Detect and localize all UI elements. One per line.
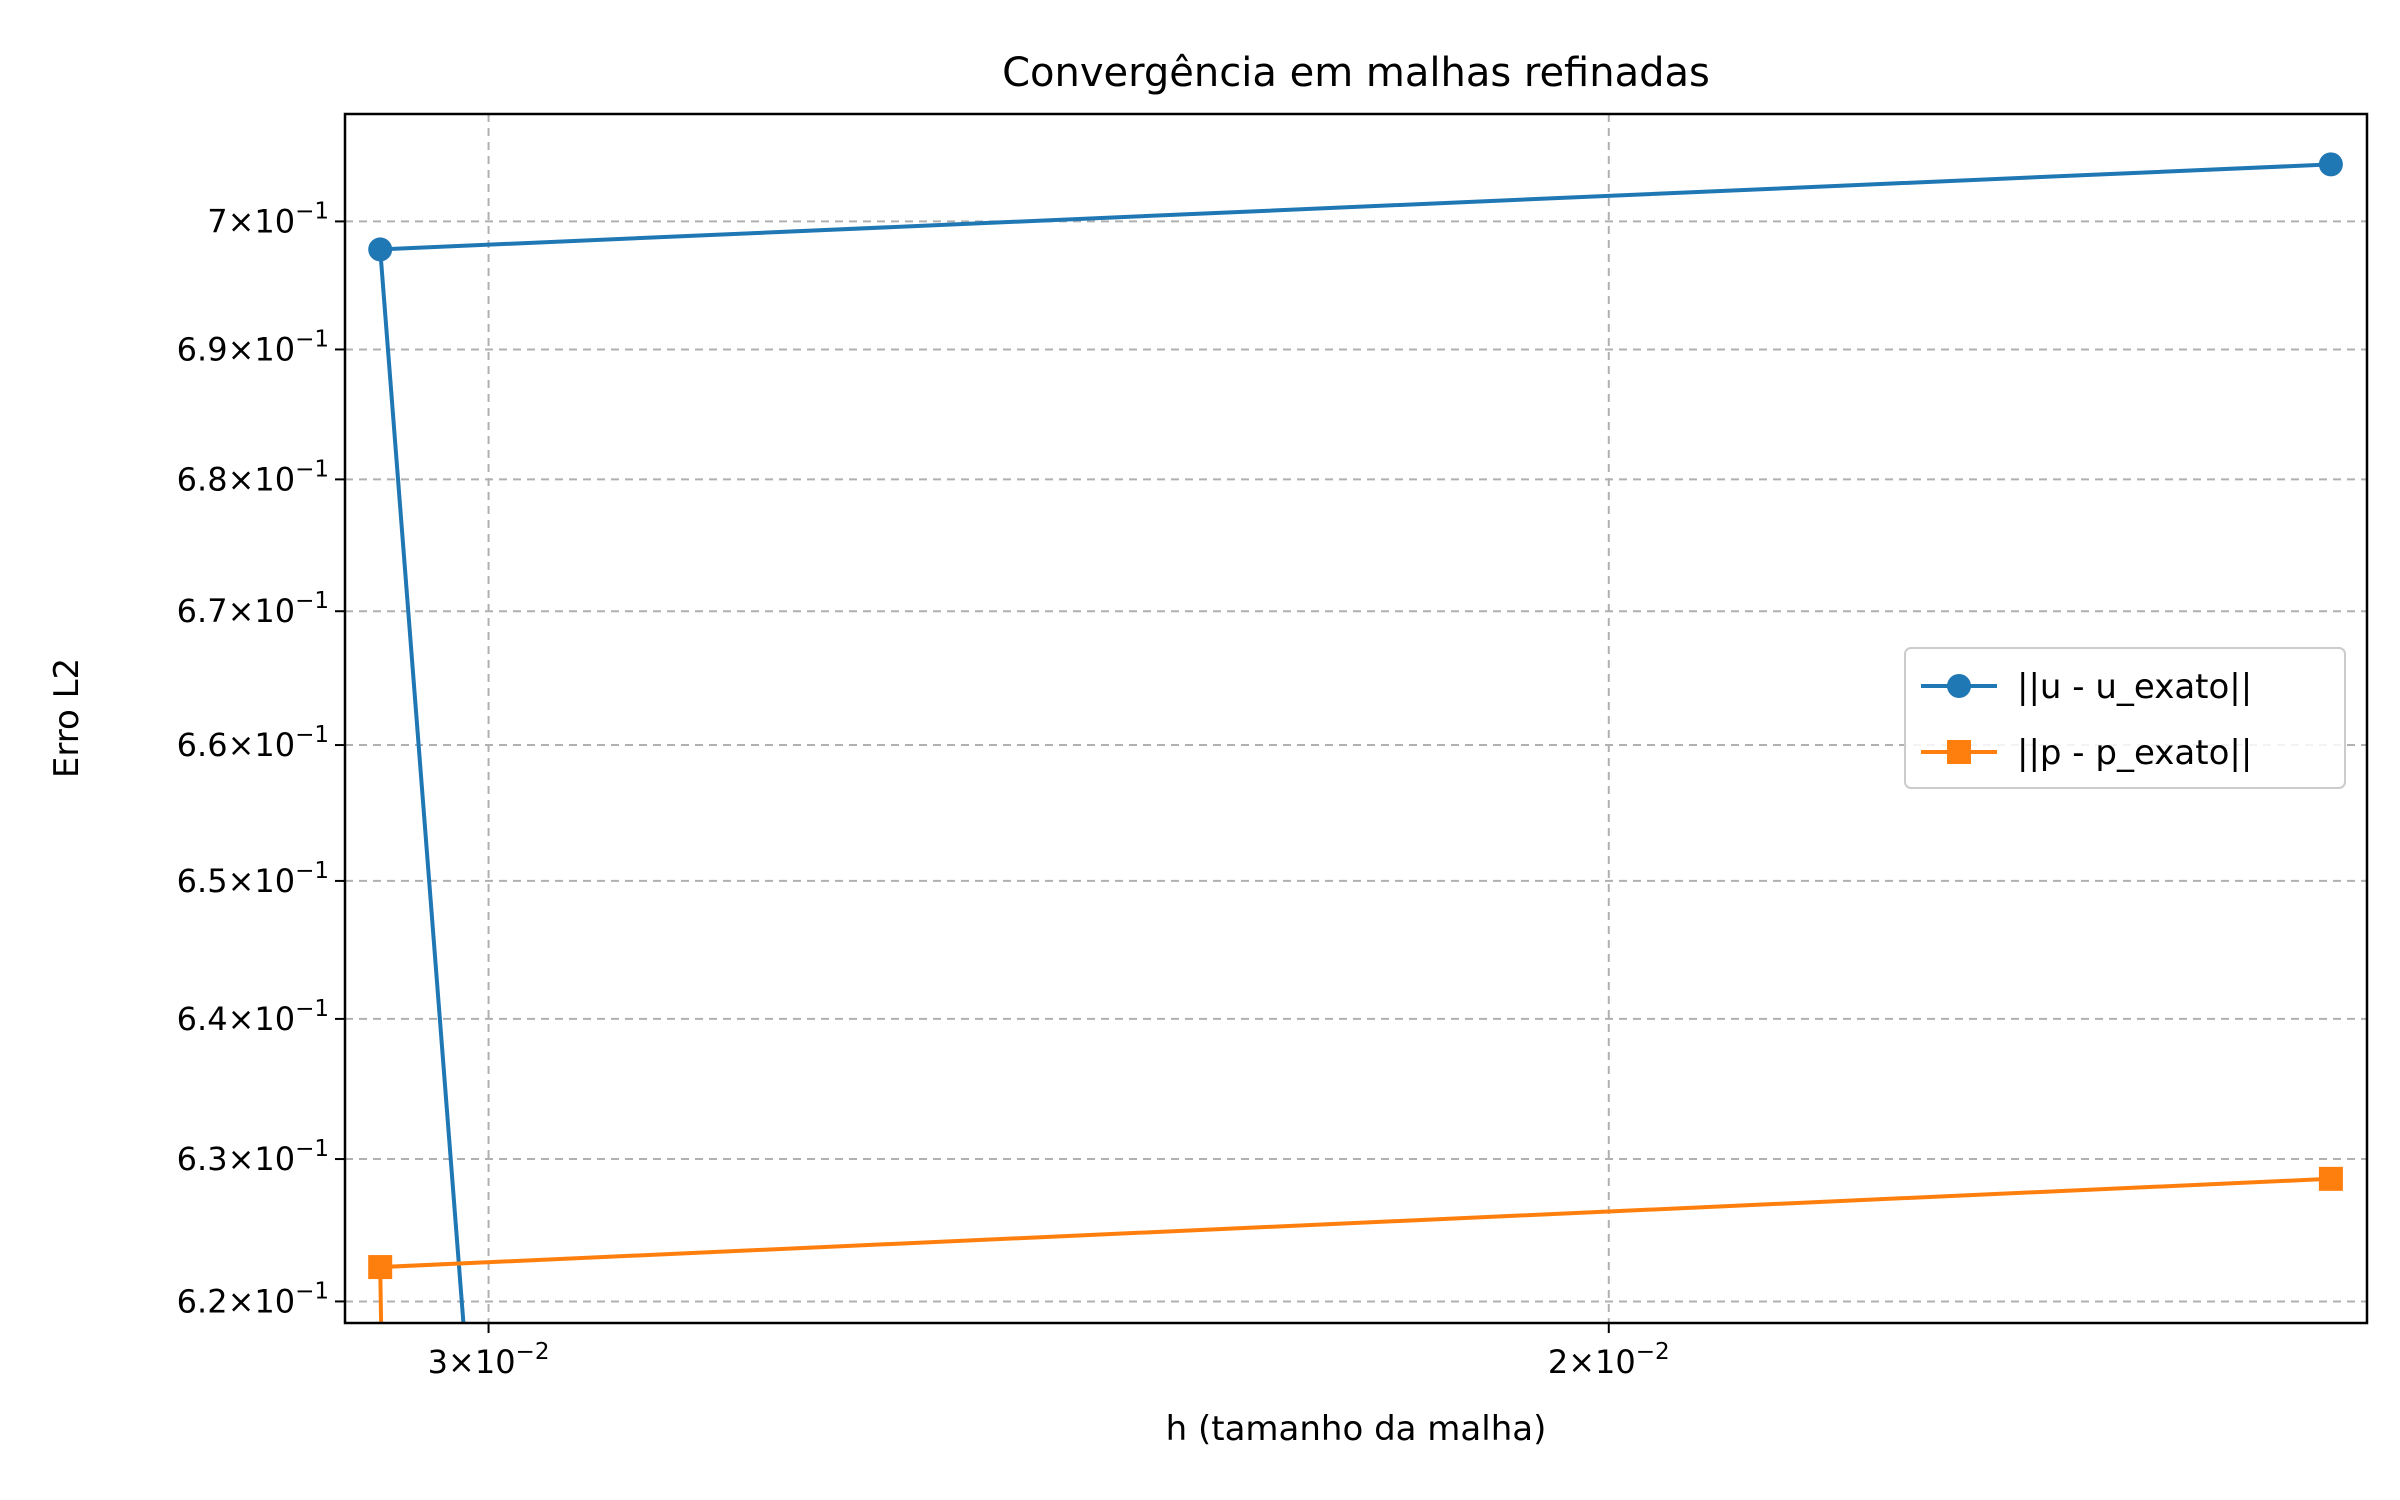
x-tick-label-base: 2×10 — [1548, 1343, 1636, 1381]
y-tick-label-base: 7×10 — [207, 202, 295, 240]
y-tick-label-exponent: −1 — [295, 1278, 329, 1304]
y-tick-label-base: 6.8×10 — [177, 460, 295, 498]
y-tick-label-exponent: −1 — [295, 588, 329, 614]
y-tick-label-base: 6.3×10 — [177, 1140, 295, 1178]
data-point-marker — [2318, 1166, 2343, 1191]
x-tick-label-exponent: −2 — [1636, 1339, 1670, 1365]
x-axis: 3×10−2 2×10−2 — [428, 1323, 1670, 1381]
y-tick-label-exponent: −1 — [295, 1136, 329, 1162]
y-axis: 7×10−16.9×10−16.8×10−16.7×10−16.6×10−16.… — [177, 198, 345, 1320]
y-tick-label-exponent: −1 — [295, 996, 329, 1022]
y-tick-label: 6.5×10−1 — [177, 858, 329, 900]
y-tick-label-exponent: −1 — [295, 722, 329, 748]
y-axis-label: Erro L2 — [47, 658, 87, 778]
y-tick-label-base: 6.2×10 — [177, 1282, 295, 1320]
grid — [345, 114, 2367, 1323]
data-point-marker — [2318, 152, 2343, 177]
legend: ||u - u_exato|| ||p - p_exato|| — [1904, 647, 2346, 789]
x-tick-label-exponent: −2 — [516, 1339, 550, 1365]
x-tick-label: 2×10−2 — [1548, 1339, 1670, 1381]
legend-marker — [1947, 674, 1971, 698]
y-tick-label: 6.7×10−1 — [177, 588, 329, 630]
y-tick-label-exponent: −1 — [295, 198, 329, 224]
legend-box — [1904, 647, 2346, 789]
y-tick-label-exponent: −1 — [295, 858, 329, 884]
plot-frame — [343, 112, 2369, 1325]
y-tick-label-exponent: −1 — [295, 456, 329, 482]
x-axis-label: h (tamanho da malha) — [1166, 1409, 1547, 1449]
y-tick-label: 6.3×10−1 — [177, 1136, 329, 1178]
y-tick-label-base: 6.9×10 — [177, 330, 295, 368]
legend-label: ||p - p_exato|| — [2017, 733, 2252, 773]
y-tick-label-base: 6.4×10 — [177, 1000, 295, 1038]
y-tick-label: 6.6×10−1 — [177, 722, 329, 764]
legend-label: ||u - u_exato|| — [2017, 667, 2252, 707]
y-tick-label-base: 6.6×10 — [177, 726, 295, 764]
y-tick-label: 6.9×10−1 — [177, 326, 329, 368]
y-tick-label-base: 6.7×10 — [177, 592, 295, 630]
y-tick-label: 7×10−1 — [207, 198, 329, 240]
y-tick-label: 6.2×10−1 — [177, 1278, 329, 1320]
x-tick-label-base: 3×10 — [428, 1343, 516, 1381]
series-layer — [368, 152, 2343, 1323]
y-tick-label-exponent: −1 — [295, 326, 329, 352]
data-point-marker — [368, 1255, 393, 1280]
data-point-marker — [368, 237, 393, 262]
y-tick-label: 6.4×10−1 — [177, 996, 329, 1038]
chart-title: Convergência em malhas refinadas — [1002, 50, 1710, 96]
x-tick-label: 3×10−2 — [428, 1339, 550, 1381]
legend-marker — [1947, 740, 1971, 764]
y-tick-label-base: 6.5×10 — [177, 862, 295, 900]
y-tick-label: 6.8×10−1 — [177, 456, 329, 498]
